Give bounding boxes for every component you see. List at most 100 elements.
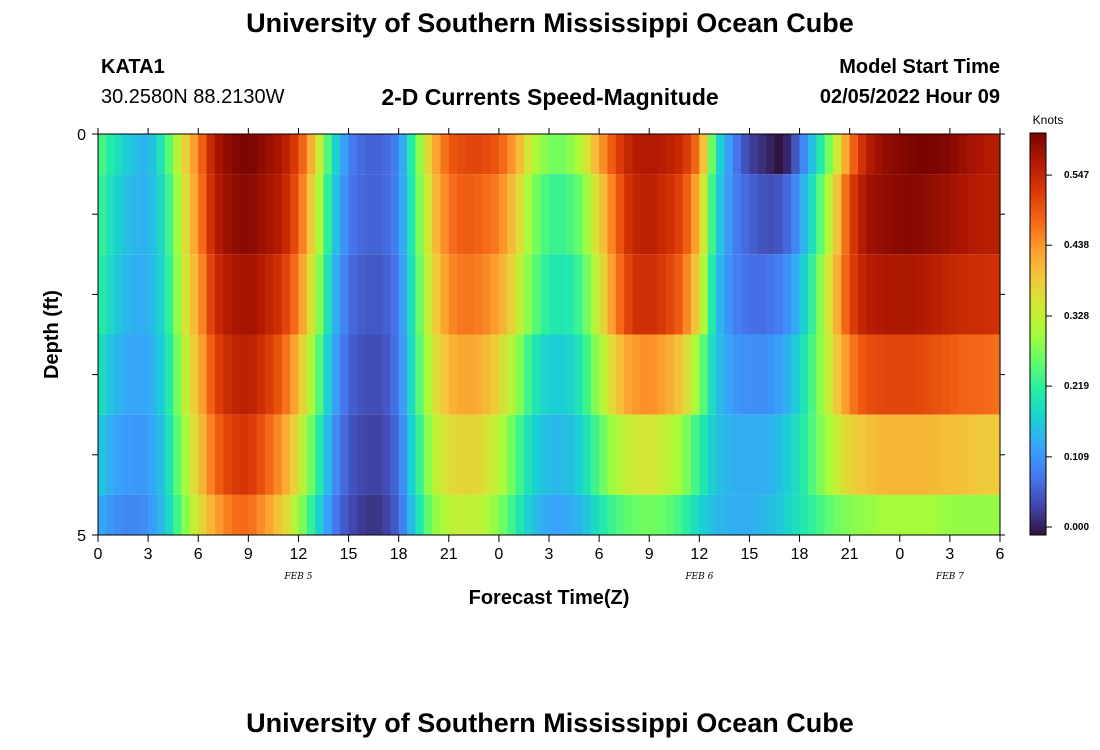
x-axis-label: Forecast Time(Z) <box>469 587 630 609</box>
heatmap-cell <box>507 254 517 335</box>
x-tick-label: 18 <box>390 546 408 563</box>
heatmap-cell <box>256 414 266 495</box>
heatmap-cell <box>273 334 283 415</box>
heatmap-cell <box>298 494 308 535</box>
heatmap-cell <box>432 134 442 175</box>
heatmap-cell <box>649 334 659 415</box>
heatmap-cell <box>749 134 759 175</box>
heatmap-cell <box>281 174 291 255</box>
x-tick-label: 6 <box>996 546 1005 563</box>
heatmap-cell <box>290 414 300 495</box>
heatmap-cell <box>741 254 751 335</box>
heatmap-cell <box>941 334 951 415</box>
heatmap-cell <box>549 134 558 175</box>
heatmap-cell <box>189 134 199 175</box>
heatmap-cell <box>966 174 976 255</box>
heatmap-cell <box>214 174 224 255</box>
heatmap-cell <box>991 494 1001 535</box>
heatmap-cell <box>298 134 308 175</box>
heatmap-cell <box>123 414 133 495</box>
heatmap-cell <box>640 254 650 335</box>
heatmap-cell <box>390 254 400 335</box>
heatmap-cell <box>98 174 107 255</box>
heatmap-cell <box>98 494 107 535</box>
heatmap-cell <box>189 254 199 335</box>
heatmap-cell <box>373 494 383 535</box>
x-tick-label: 18 <box>791 546 809 563</box>
heatmap-cell <box>432 414 442 495</box>
heatmap-cell <box>523 334 533 415</box>
heatmap-cell <box>924 174 934 255</box>
heatmap-cell <box>156 494 166 535</box>
heatmap-cell <box>924 414 934 495</box>
heatmap-cell <box>933 134 943 175</box>
heatmap-cell <box>490 134 500 175</box>
heatmap-cell <box>724 174 734 255</box>
heatmap-cell <box>883 134 893 175</box>
heatmap-cell <box>766 494 776 535</box>
heatmap-cell <box>974 254 984 335</box>
heatmap-cell <box>632 254 642 335</box>
heatmap-cell <box>649 174 659 255</box>
heatmap-cell <box>657 494 667 535</box>
heatmap-cell <box>682 334 692 415</box>
heatmap-cell <box>624 134 634 175</box>
heatmap-cell <box>365 494 375 535</box>
heatmap-cell <box>607 334 617 415</box>
heatmap-cell <box>114 134 124 175</box>
heatmap-cell <box>348 134 358 175</box>
heatmap-cell <box>757 494 767 535</box>
heatmap-cell <box>106 254 116 335</box>
heatmap-cell <box>173 414 183 495</box>
heatmap-cell <box>256 134 266 175</box>
heatmap-cell <box>390 414 400 495</box>
heatmap-cell <box>908 174 918 255</box>
heatmap-cell <box>574 254 584 335</box>
heatmap-cell <box>415 494 425 535</box>
heatmap-cell <box>607 414 617 495</box>
heatmap-cell <box>273 174 283 255</box>
heatmap-cell <box>315 134 325 175</box>
heatmap-cell <box>640 334 650 415</box>
y-axis: 05 <box>77 127 1005 545</box>
heatmap-cell <box>148 414 158 495</box>
heatmap-cell <box>774 174 784 255</box>
heatmap-cell <box>949 174 959 255</box>
heatmap-cell <box>883 334 893 415</box>
heatmap-cell <box>974 414 984 495</box>
heatmap-cell <box>340 134 350 175</box>
heatmap-cell <box>407 334 416 415</box>
x-tick-label: 0 <box>895 546 904 563</box>
heatmap-cell <box>774 254 784 335</box>
heatmap-cell <box>398 134 408 175</box>
heatmap-cell <box>682 494 692 535</box>
heatmap-cell <box>298 414 308 495</box>
heatmap-cell <box>991 134 1001 175</box>
heatmap-cell <box>448 254 458 335</box>
heatmap-cell <box>782 254 792 335</box>
heatmap-cell <box>824 174 834 255</box>
heatmap-cell <box>390 174 400 255</box>
heatmap-cell <box>365 414 375 495</box>
heatmap-cell <box>766 254 776 335</box>
heatmap-cell <box>398 414 408 495</box>
heatmap-cell <box>599 414 609 495</box>
x-tick-label: 0 <box>94 546 103 563</box>
heatmap-cell <box>549 494 558 535</box>
heatmap-cell <box>381 254 391 335</box>
heatmap-cell <box>98 334 107 415</box>
heatmap-cell <box>265 174 274 255</box>
heatmap-cell <box>114 494 124 535</box>
heatmap-cell <box>173 334 183 415</box>
heatmap-cell <box>582 174 592 255</box>
heatmap-cell <box>841 254 851 335</box>
heatmap-cell <box>983 254 993 335</box>
heatmap-cell <box>523 134 533 175</box>
heatmap-cell <box>774 494 784 535</box>
heatmap-cell <box>724 334 734 415</box>
heatmap-cell <box>924 134 934 175</box>
heatmap-cell <box>290 254 300 335</box>
heatmap-cell <box>816 254 826 335</box>
heatmap-cell <box>523 494 533 535</box>
x-tick-label: 12 <box>290 546 308 563</box>
